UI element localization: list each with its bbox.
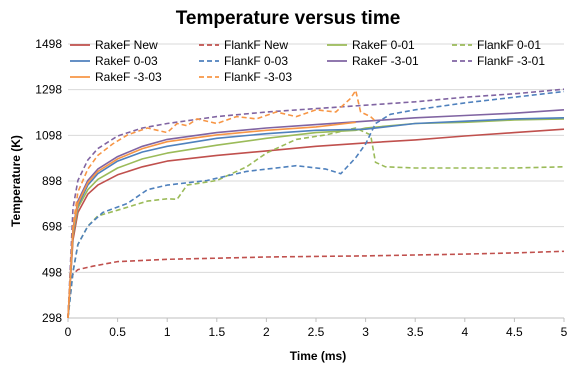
axes [67, 317, 565, 322]
series-line-4 [67, 127, 565, 319]
series-line-1 [67, 128, 565, 319]
x-tick-label: 1 [164, 325, 171, 339]
legend-entry: RakeF -3-03 [70, 70, 162, 84]
legend-label: RakeF 0-03 [95, 54, 158, 68]
x-tick-label: 3.5 [407, 325, 424, 339]
x-tick-label: 1.5 [208, 325, 225, 339]
legend-entry: FlankF -3-01 [452, 54, 545, 68]
legend-label: RakeF New [95, 38, 158, 52]
y-tick-label: 298 [42, 311, 62, 325]
legend-label: FlankF 0-01 [477, 38, 541, 52]
legend-label: FlankF 0-03 [224, 54, 288, 68]
x-tick-label: 4.5 [506, 325, 523, 339]
series-line-7 [67, 109, 565, 319]
y-tick-label: 498 [42, 265, 62, 279]
legend-label: RakeF 0-01 [352, 38, 415, 52]
y-tick-label: 698 [42, 220, 62, 234]
x-tick-label: 5 [561, 325, 567, 339]
series-line-5 [67, 117, 565, 319]
legend-entry: FlankF New [199, 38, 288, 52]
legend-entry: FlankF -3-03 [199, 70, 292, 84]
series-line-2 [67, 250, 565, 319]
legend-label: FlankF -3-01 [477, 54, 545, 68]
tick-labels: 298 498 698 898 1098 1298 1498 0 0.5 1 1.5 2 2.5 3 3.5… [35, 37, 567, 339]
legend-label: FlankF -3-03 [224, 70, 292, 84]
series-line-10 [67, 89, 377, 319]
legend-entry: RakeF 0-03 [70, 54, 158, 68]
legend-label: RakeF -3-01 [352, 54, 419, 68]
x-tick-label: 2.5 [308, 325, 325, 339]
legend-label: FlankF New [224, 38, 288, 52]
x-tick-label: 2 [263, 325, 270, 339]
legend-entry: RakeF 0-01 [327, 38, 415, 52]
y-tick-label: 1098 [35, 128, 62, 142]
legend-entry: RakeF -3-01 [327, 54, 419, 68]
series-lines [67, 88, 565, 319]
y-tick-label: 1498 [35, 37, 62, 51]
y-tick-label: 1298 [35, 83, 62, 97]
x-tick-label: 4 [461, 325, 468, 339]
legend-entry: FlankF 0-01 [452, 38, 541, 52]
y-axis-label: Temperature (K) [9, 135, 23, 227]
series-line-6 [67, 90, 565, 319]
x-axis-label: Time (ms) [290, 349, 346, 363]
series-line-9 [67, 121, 356, 319]
legend-entry: RakeF New [70, 38, 158, 52]
legend-entry: FlankF 0-03 [199, 54, 288, 68]
x-tick-label: 3 [362, 325, 369, 339]
chart-title: Temperature versus time [176, 8, 401, 29]
legend: RakeF New FlankF New RakeF 0-01 FlankF 0-01… [70, 38, 545, 84]
legend-label: RakeF -3-03 [95, 70, 162, 84]
x-tick-label: 0 [65, 325, 72, 339]
y-tick-label: 898 [42, 174, 62, 188]
x-tick-label: 0.5 [109, 325, 126, 339]
grid-lines [68, 43, 564, 273]
series-line-8 [67, 88, 565, 319]
